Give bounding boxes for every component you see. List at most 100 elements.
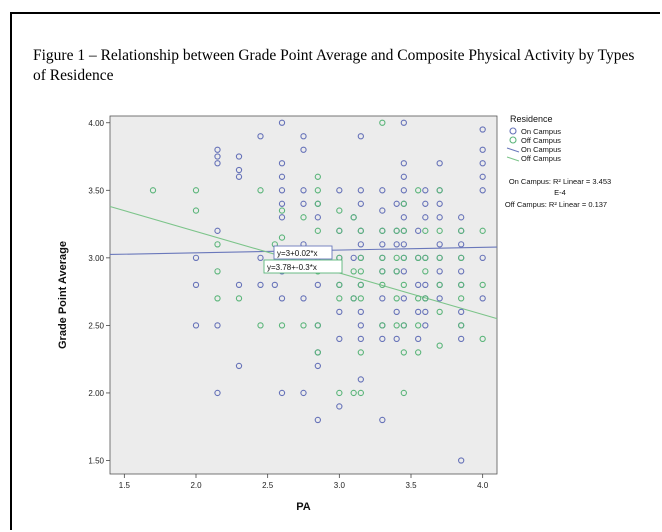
point-on-campus: [278, 173, 286, 180]
point-on-campus: [278, 389, 286, 397]
point-off-campus: [379, 281, 386, 289]
x-axis-ticks: 1.5 2.0 2.5 3.0 3.5 4.0: [119, 474, 489, 490]
y-tick-label: 2.00: [88, 389, 104, 398]
point-on-campus: [436, 214, 443, 221]
data-points: [149, 119, 486, 464]
legend-r2-on-campus-exponent: E-4: [554, 188, 566, 197]
point-off-campus: [393, 268, 400, 275]
equation-label: y=3.78+-0.3*x: [267, 263, 317, 272]
point-on-campus: [393, 335, 400, 343]
x-tick-label: 3.0: [334, 481, 346, 490]
point-off-campus: [479, 227, 486, 234]
x-tick-label: 2.0: [190, 481, 202, 490]
point-on-campus: [314, 362, 321, 370]
legend-r2-on-campus: On Campus: R² Linear = 3.453: [509, 177, 611, 186]
point-on-campus: [379, 241, 386, 248]
point-on-campus: [314, 281, 321, 289]
point-off-campus: [400, 281, 407, 289]
point-off-campus: [214, 295, 221, 302]
point-on-campus: [235, 153, 243, 160]
point-on-campus: [422, 308, 429, 316]
point-on-campus: [300, 187, 307, 194]
point-on-campus: [479, 126, 486, 133]
point-off-campus: [379, 254, 386, 261]
point-on-campus: [336, 403, 343, 410]
point-on-campus: [379, 335, 386, 343]
point-off-campus: [336, 295, 343, 302]
point-on-campus: [235, 166, 243, 174]
point-off-campus: [458, 322, 465, 329]
point-off-campus: [379, 322, 386, 329]
point-on-campus: [415, 308, 422, 316]
point-on-campus: [357, 308, 364, 316]
point-off-campus: [458, 227, 465, 234]
point-on-campus: [436, 160, 443, 167]
point-on-campus: [214, 389, 221, 397]
point-on-campus: [192, 281, 200, 289]
point-off-campus: [400, 389, 407, 397]
point-off-campus: [436, 227, 443, 234]
legend-title: Residence: [510, 114, 553, 124]
point-off-campus: [278, 322, 286, 329]
point-on-campus: [479, 146, 486, 153]
point-on-campus: [300, 133, 307, 140]
point-on-campus: [436, 268, 443, 275]
point-on-campus: [300, 146, 307, 153]
point-on-campus: [314, 416, 321, 424]
point-on-campus: [458, 214, 465, 221]
point-off-campus: [393, 295, 400, 302]
y-tick-label: 3.50: [88, 186, 104, 195]
point-on-campus: [415, 227, 422, 234]
point-on-campus: [300, 389, 307, 397]
point-off-campus: [257, 322, 264, 329]
point-off-campus: [314, 187, 321, 194]
point-off-campus: [422, 227, 429, 234]
legend-label-fit-off-campus: Off Campus: [521, 154, 561, 163]
figure-frame: [10, 12, 660, 530]
legend-marker-on-campus: [509, 127, 517, 135]
point-off-campus: [314, 200, 321, 207]
point-off-campus: [278, 207, 286, 214]
x-tick-label: 3.5: [405, 481, 417, 490]
point-off-campus: [422, 268, 429, 275]
point-on-campus: [235, 173, 243, 180]
point-off-campus: [300, 214, 307, 221]
legend-line-off-campus: [506, 156, 520, 162]
point-off-campus: [422, 295, 429, 302]
point-off-campus: [350, 295, 357, 302]
point-off-campus: [400, 227, 407, 234]
point-on-campus: [300, 200, 307, 207]
point-on-campus: [458, 457, 465, 464]
point-off-campus: [479, 281, 486, 289]
point-on-campus: [458, 268, 465, 275]
point-on-campus: [379, 207, 386, 214]
point-on-campus: [350, 254, 357, 261]
point-off-campus: [336, 227, 343, 234]
point-on-campus: [271, 281, 278, 289]
point-on-campus: [479, 254, 486, 261]
point-off-campus: [357, 389, 364, 397]
point-off-campus: [314, 173, 321, 180]
point-off-campus: [400, 322, 407, 329]
legend-r2-off-campus: Off Campus: R² Linear = 0.137: [505, 200, 607, 209]
point-on-campus: [422, 200, 429, 207]
point-off-campus: [415, 254, 422, 261]
point-off-campus: [357, 227, 364, 234]
point-on-campus: [336, 308, 343, 316]
point-off-campus: [300, 322, 307, 329]
point-on-campus: [422, 281, 429, 289]
point-on-campus: [422, 187, 429, 194]
point-off-campus: [458, 281, 465, 289]
y-axis-ticks: 1.50 2.00 2.50 3.00 3.50 4.00: [88, 119, 110, 465]
point-on-campus: [436, 200, 443, 207]
point-on-campus: [393, 200, 400, 207]
point-on-campus: [458, 241, 465, 248]
point-on-campus: [479, 187, 486, 194]
x-axis-title: PA: [296, 501, 311, 513]
point-off-campus: [235, 295, 243, 302]
point-on-campus: [357, 335, 364, 343]
y-axis-title: Grade Point Average: [57, 241, 69, 349]
point-off-campus: [400, 349, 407, 356]
point-off-campus: [479, 335, 486, 343]
